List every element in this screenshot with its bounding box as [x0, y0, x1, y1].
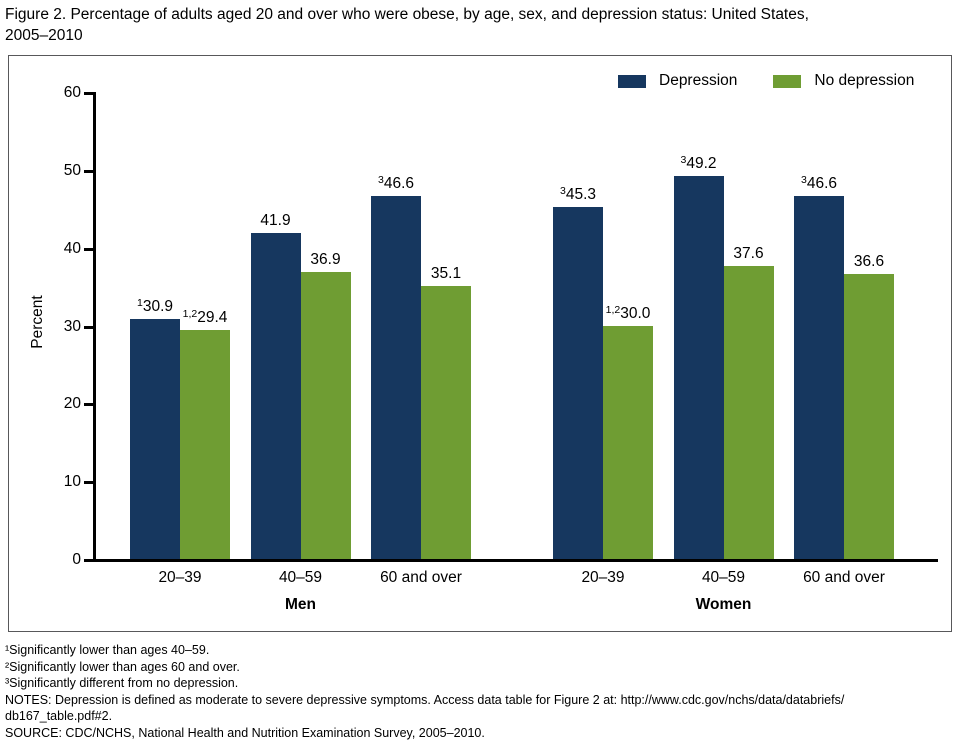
value-label-women-20-39-no-depression: 1,230.0 — [568, 304, 688, 324]
figure-title-line2: 2005–2010 — [5, 27, 83, 44]
value-label-women-60-and-over-depression: 346.6 — [759, 174, 879, 194]
value-text: 46.6 — [806, 175, 837, 192]
value-text: 36.9 — [310, 251, 341, 268]
significance-superscript: 3 — [377, 174, 384, 186]
bar-men-60-and-over-depression — [371, 196, 421, 559]
value-label-men-20-39-no-depression: 1,229.4 — [145, 308, 265, 328]
y-tick-label-60: 60 — [63, 84, 81, 101]
bar-women-40-59-no-depression — [723, 266, 774, 559]
value-text: 46.6 — [383, 175, 414, 192]
value-label-men-40-59-no-depression: 36.9 — [266, 251, 386, 269]
x-label-men-40-59: 40–59 — [278, 569, 323, 586]
bar-men-40-59-no-depression — [300, 272, 351, 559]
bar-men-60-and-over-no-depression — [421, 286, 471, 559]
significance-superscript: 3 — [800, 174, 807, 186]
y-tick-50 — [84, 170, 93, 173]
y-tick-label-0: 0 — [72, 551, 81, 568]
y-tick-label-50: 50 — [63, 162, 81, 179]
legend-item-depression: Depression — [618, 72, 737, 90]
no-depression-color-swatch — [773, 74, 802, 88]
legend-label-depression: Depression — [659, 72, 738, 89]
footnote-line-6: SOURCE: CDC/NCHS, National Health and Nu… — [5, 725, 485, 740]
y-tick-0 — [84, 559, 93, 562]
y-tick-10 — [84, 481, 93, 484]
value-label-men-60-and-over-no-depression: 35.1 — [386, 265, 506, 283]
value-text: 29.4 — [197, 309, 228, 326]
bar-women-60-and-over-depression — [794, 196, 844, 559]
figure-title-line1: Figure 2. Percentage of adults aged 20 a… — [5, 6, 809, 23]
bar-women-40-59-depression — [673, 176, 724, 559]
value-label-men-40-59-depression: 41.9 — [216, 212, 336, 230]
value-label-women-60-and-over-no-depression: 36.6 — [809, 253, 929, 271]
significance-superscript: 1,2 — [605, 304, 621, 316]
depression-color-swatch — [618, 74, 646, 88]
bar-women-60-and-over-no-depression — [844, 274, 894, 559]
legend-label-no-depression: No depression — [814, 72, 915, 89]
y-tick-60 — [84, 92, 93, 95]
value-text: 30.0 — [620, 305, 651, 322]
bar-women-20-39-depression — [553, 207, 603, 559]
y-tick-label-10: 10 — [63, 473, 81, 490]
significance-superscript: 3 — [680, 154, 687, 166]
significance-superscript: 3 — [559, 185, 566, 197]
value-text: 41.9 — [260, 212, 291, 229]
legend-item-no-depression: No depression — [773, 72, 914, 90]
bar-men-20-39-no-depression — [180, 330, 230, 559]
x-label-women-60-and-over: 60 and over — [803, 569, 885, 586]
x-label-men-60-and-over: 60 and over — [380, 569, 462, 586]
footnotes: ¹Significantly lower than ages 40–59. ²Si… — [5, 642, 955, 741]
bar-men-40-59-depression — [250, 233, 301, 559]
y-axis-title: Percent — [29, 295, 46, 349]
value-text: 30.9 — [142, 298, 173, 315]
significance-superscript: 1,2 — [182, 308, 198, 320]
y-tick-40 — [84, 248, 93, 251]
value-text: 49.2 — [686, 155, 717, 172]
value-label-men-60-and-over-depression: 346.6 — [336, 174, 456, 194]
footnote-line-4: NOTES: Depression is defined as moderate… — [5, 692, 845, 707]
x-label-women-40-59: 40–59 — [701, 569, 746, 586]
value-label-men-20-39-depression: 130.9 — [95, 297, 215, 317]
footnote-line-5: db167_table.pdf#2. — [5, 709, 113, 723]
y-tick-label-30: 30 — [63, 318, 81, 335]
y-tick-label-20: 20 — [63, 395, 81, 412]
chart-legend: Depression No depression — [618, 72, 914, 90]
value-label-women-40-59-no-depression: 37.6 — [689, 245, 809, 263]
x-label-women-20-39: 20–39 — [581, 569, 625, 586]
value-text: 45.3 — [565, 186, 596, 203]
y-axis-line — [93, 92, 96, 562]
value-label-women-20-39-depression: 345.3 — [518, 185, 638, 205]
group-label-men: Men — [285, 596, 316, 613]
footnote-line-2: ²Significantly lower than ages 60 and ov… — [5, 659, 240, 674]
value-text: 37.6 — [733, 245, 764, 262]
figure-title: Figure 2. Percentage of adults aged 20 a… — [5, 4, 953, 46]
bar-men-20-39-depression — [130, 319, 180, 559]
value-text: 36.6 — [853, 253, 885, 270]
value-text: 35.1 — [430, 265, 462, 282]
x-label-men-20-39: 20–39 — [158, 569, 202, 586]
y-tick-label-40: 40 — [63, 240, 81, 257]
footnote-line-1: ¹Significantly lower than ages 40–59. — [5, 643, 210, 657]
significance-superscript: 1 — [136, 297, 143, 309]
bar-women-20-39-no-depression — [603, 326, 653, 559]
value-label-women-40-59-depression: 349.2 — [639, 154, 759, 174]
x-axis-line — [93, 559, 938, 562]
group-label-women: Women — [695, 596, 752, 613]
y-tick-30 — [84, 326, 93, 329]
footnote-line-3: ³Significantly different from no depress… — [5, 676, 239, 690]
y-tick-20 — [84, 403, 93, 406]
